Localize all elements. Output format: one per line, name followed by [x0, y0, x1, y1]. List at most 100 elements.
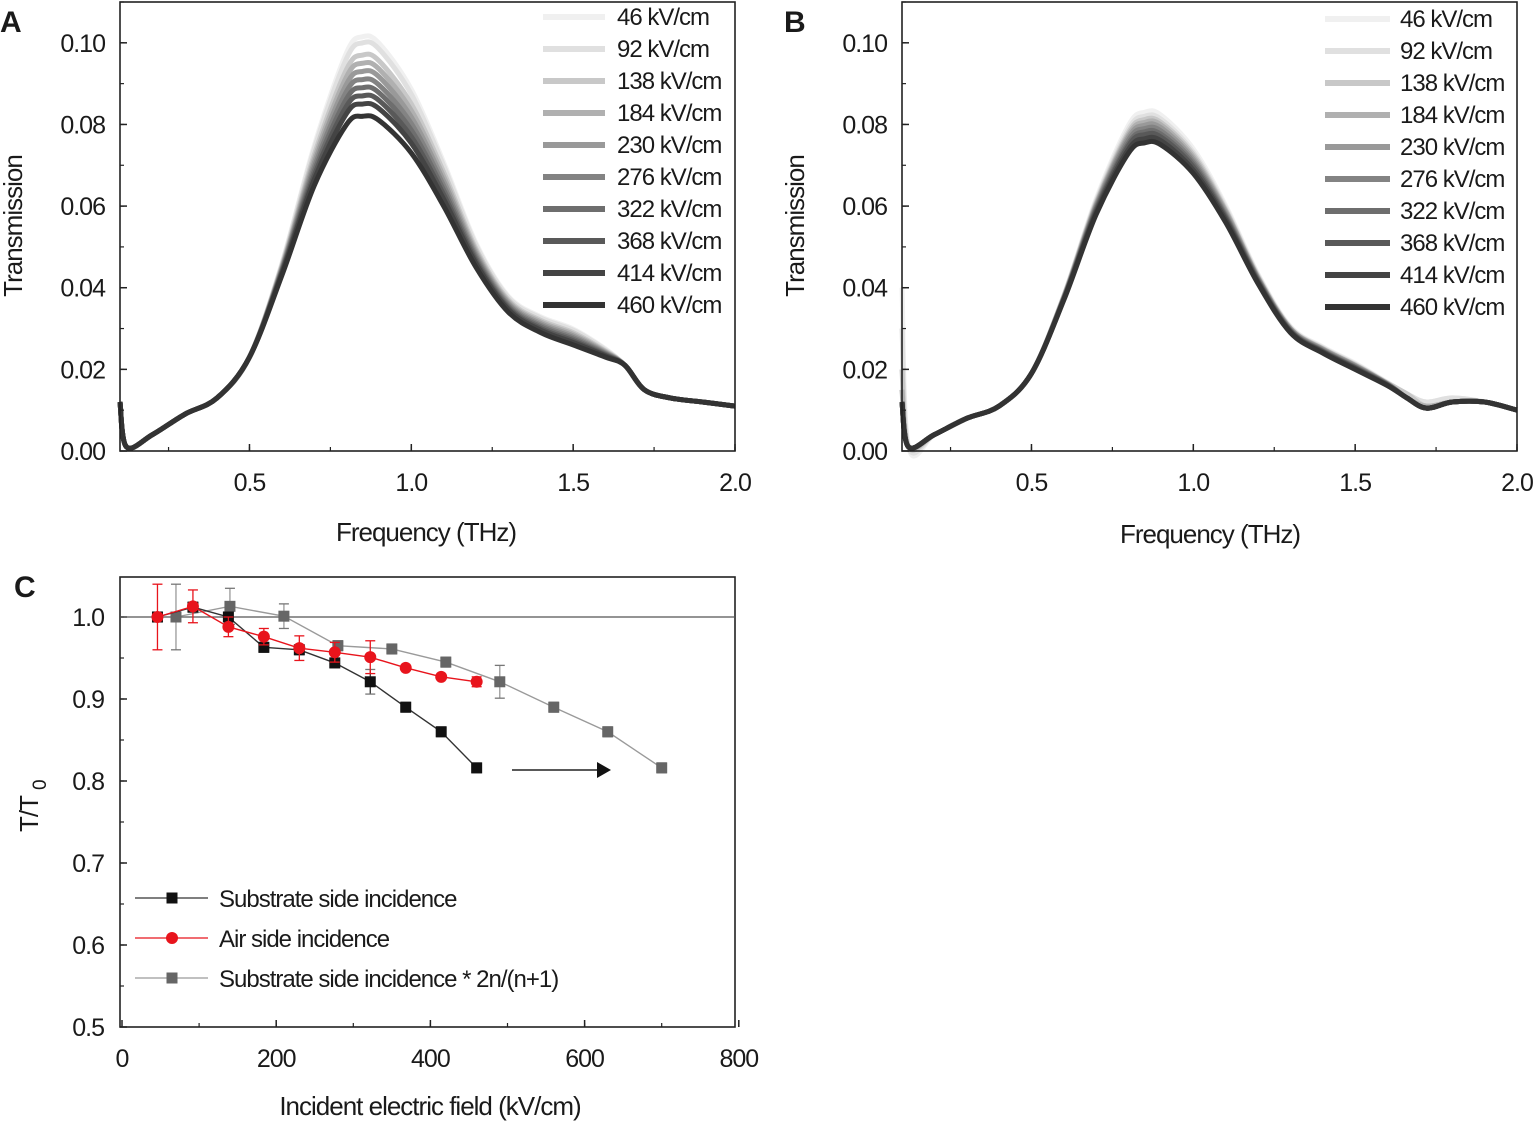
legend-label: 368 kV/cm [1400, 230, 1504, 257]
legend-label: 230 kV/cm [1400, 134, 1504, 161]
series-2 [170, 583, 668, 774]
series-line [157, 606, 478, 769]
x-axis-title-c: Incident electric field (kV/cm) [279, 1091, 581, 1121]
data-point-circle [293, 642, 306, 655]
legend-label: 184 kV/cm [1400, 102, 1504, 129]
series-line-460-kv-cm [117, 113, 736, 451]
legend: Substrate side incidence Air side inciden… [135, 886, 559, 993]
x-tick-label: 400 [411, 1045, 450, 1073]
legend-label: 92 kV/cm [1400, 38, 1492, 65]
data-point-circle [470, 675, 483, 688]
x-tick-label: 800 [719, 1045, 758, 1073]
series-line-460-kv-cm [899, 138, 1518, 451]
x-axis-title-b: Frequency (THz) [1120, 519, 1300, 549]
legend-label: 184 kV/cm [617, 100, 721, 127]
data-point-square [471, 762, 483, 774]
y-axis-title-c: T/T 0 [14, 780, 51, 832]
annotation-arrow-head [597, 762, 611, 778]
data-point-square [548, 701, 560, 713]
legend-label: Substrate side incidence * 2n/(n+1) [219, 966, 558, 993]
x-tick-label: 2.0 [719, 469, 751, 497]
data-point-square [386, 643, 398, 655]
legend-label: 230 kV/cm [617, 132, 721, 159]
y-tick-label: 0.5 [72, 1014, 104, 1042]
y-tick-label: 0.04 [60, 275, 106, 303]
data-point-circle [364, 651, 377, 664]
data-point-circle [222, 620, 235, 633]
series-lines [899, 108, 1518, 459]
y-tick-label: 0.8 [72, 768, 104, 796]
legend-label: 414 kV/cm [617, 260, 721, 287]
legend-label: 138 kV/cm [617, 68, 721, 95]
legend-label: 322 kV/cm [1400, 198, 1504, 225]
data-point-square [278, 610, 290, 622]
panel-label-b: B [784, 6, 806, 39]
panel-a: A Transmission Frequency (THz) 0.00 0.02 0… [0, 1, 752, 547]
data-point-square [400, 701, 412, 713]
x-tick-label: 0.5 [1016, 469, 1048, 497]
data-point-square [440, 656, 452, 668]
x-tick-label: 0.5 [234, 469, 266, 497]
legend-label: 276 kV/cm [617, 164, 721, 191]
legend-label: 138 kV/cm [1400, 70, 1504, 97]
plot-frame [119, 1, 736, 452]
y-tick-label: 1.0 [72, 604, 104, 632]
panel-label-c: C [14, 571, 36, 604]
legend-label: 46 kV/cm [1400, 6, 1492, 33]
y-tick-label: 0.08 [60, 111, 105, 139]
series-0 [151, 601, 483, 774]
y-tick-label: 0.6 [72, 932, 104, 960]
plot-area-c: 0.5 0.6 0.7 0.8 0.9 1.0 0 200 400 600 800 Substrate… [72, 576, 759, 1073]
y-tick-label: 0.10 [842, 30, 887, 58]
data-point-square [258, 641, 270, 653]
x-tick-label: 1.0 [1177, 469, 1209, 497]
y-tick-label: 0.00 [842, 438, 887, 466]
y-tick-label: 0.02 [842, 356, 887, 384]
plot-frame [119, 576, 736, 1028]
plot-area-b: 0.00 0.02 0.04 0.06 0.08 0.10 0.5 1.0 1.5 2.0 46 k… [842, 1, 1534, 497]
data-point-square [170, 611, 182, 623]
y-tick-label: 0.04 [842, 275, 888, 303]
x-tick-label: 200 [257, 1045, 296, 1073]
series-line [157, 605, 477, 683]
legend-marker-circle [166, 932, 178, 944]
y-axis-title-main: T/T [14, 795, 44, 832]
legend-label: 46 kV/cm [617, 4, 709, 31]
y-tick-label: 0.7 [72, 850, 104, 878]
legend: 46 kV/cm 92 kV/cm 138 kV/cm 184 kV/cm 230 kV… [543, 4, 722, 319]
y-tick-label: 0.06 [842, 193, 887, 221]
y-axis-title-subscript: 0 [30, 780, 51, 790]
data-point-circle [328, 646, 341, 659]
data-point-square [329, 657, 341, 669]
plot-frame [901, 1, 1518, 452]
data-point-circle [186, 600, 199, 613]
legend-label: 414 kV/cm [1400, 262, 1504, 289]
x-axis-title-a: Frequency (THz) [336, 517, 516, 547]
data-point-circle [435, 670, 448, 683]
y-tick-label: 0.10 [60, 30, 105, 58]
data-point-circle [151, 611, 164, 623]
data-point-square [656, 762, 668, 774]
y-axis-title-b: Transmission [780, 155, 810, 297]
legend-label: 276 kV/cm [1400, 166, 1504, 193]
y-tick-label: 0.06 [60, 193, 105, 221]
data-point-circle [399, 661, 412, 674]
data-point-square [332, 640, 344, 652]
panel-label-a: A [0, 6, 22, 39]
legend-marker-square [166, 972, 178, 984]
y-axis-title-a: Transmission [0, 155, 28, 297]
panel-c: C T/T 0 Incident electric field (kV/cm) … [14, 571, 759, 1121]
x-tick-label: 1.0 [395, 469, 427, 497]
x-tick-label: 600 [565, 1045, 604, 1073]
legend-label: 460 kV/cm [1400, 294, 1504, 321]
legend-label: Substrate side incidence [219, 886, 457, 913]
y-tick-label: 0.00 [60, 438, 105, 466]
legend: 46 kV/cm 92 kV/cm 138 kV/cm 184 kV/cm 230 kV… [1325, 6, 1505, 321]
legend-marker-square [166, 892, 178, 904]
series-lines [117, 33, 736, 451]
y-tick-label: 0.02 [60, 356, 105, 384]
series-1 [151, 583, 483, 688]
x-tick-label: 1.5 [557, 469, 589, 497]
data-point-square [435, 726, 447, 738]
